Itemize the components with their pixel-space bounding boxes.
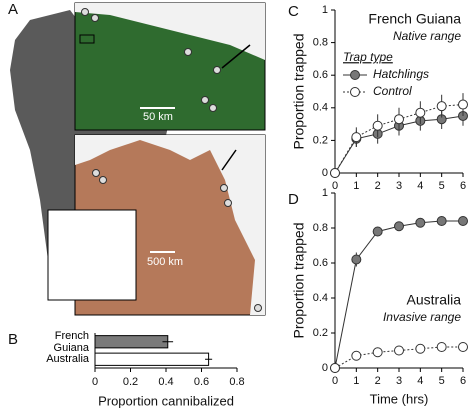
point [415,107,426,118]
sites [81,8,262,312]
inset-locator [47,209,137,301]
scale-label: 50 km [143,111,173,123]
site [81,8,89,16]
site [184,48,192,56]
point [330,363,340,373]
legend-title: Trap type [343,50,393,64]
arrow [221,149,237,171]
panel-label: A [8,1,18,18]
site [91,14,99,22]
y-tick-label: 0.2 [313,134,328,146]
point [436,101,447,112]
x-tick-label: 3 [396,375,402,387]
bar [94,335,169,349]
point [372,347,383,358]
ocean [75,135,265,315]
x-tick-label: 1 [353,375,359,387]
panel-label: D [288,191,299,208]
y-tick-label: 0 [322,362,328,374]
y-tick-label: 1 [322,187,328,199]
arrow [221,44,251,69]
point [351,254,362,265]
x-tick-label: 6 [460,180,466,192]
chart-title: Australia [407,292,462,308]
point [394,114,404,125]
y-axis-label: Proportion trapped [291,34,307,150]
y-tick-label: 0.4 [313,102,328,114]
x-tick-label: 0.8 [229,376,244,388]
point [415,217,426,228]
panel-label: B [8,331,18,348]
site [220,184,228,192]
x-tick-label: 0 [332,180,338,192]
y-tick-label: 0.2 [313,327,328,339]
point [330,168,340,178]
point [458,216,468,226]
scale-label: 500 km [147,256,183,268]
y-tick-label: 0.6 [313,69,328,81]
y-tick-label: 0.4 [313,292,328,304]
point [436,342,447,352]
y-tick-label: 0.8 [313,222,328,234]
ocean [75,3,265,60]
point [351,132,362,143]
x-tick-label: 0 [92,376,98,388]
site [99,176,107,184]
site [201,96,209,104]
x-tick-label: 3 [396,180,402,192]
bar [94,352,210,366]
point [372,226,383,237]
site [254,304,262,312]
y-tick-label: 0.6 [313,257,328,269]
point [394,345,404,356]
x-tick-label: 4 [417,375,423,387]
panel-label: C [288,3,299,20]
chart-subtitle: Invasive range [383,310,461,324]
site [209,104,217,112]
legend-marker [350,70,360,80]
point [458,99,468,110]
site [224,199,232,207]
x-tick-label: 0 [332,375,338,387]
x-axis-label: Time (hrs) [370,391,429,406]
x-tick-label: 0.2 [123,376,138,388]
legend-label: Hatchlings [373,67,429,81]
x-tick-label: 0.6 [194,376,209,388]
x-tick-label: 2 [375,180,381,192]
x-tick-label: 5 [439,180,445,192]
point [394,221,404,232]
x-tick-label: 1 [353,180,359,192]
x-axis-label: Proportion cannibalized [98,393,234,408]
point [458,342,468,352]
site [92,169,100,177]
y-axis-label: Proportion trapped [291,223,307,339]
y-tick-label: 1 [322,4,328,16]
x-tick-label: 6 [460,375,466,387]
legend-label: Control [373,84,412,98]
point [436,216,447,226]
y-tick-label: French Guiana [53,329,89,354]
y-tick-label: 0.8 [313,37,328,49]
point [372,120,383,131]
legend-marker [350,87,360,97]
site [213,66,221,74]
point [351,350,362,361]
y-tick-label: 0 [322,167,328,179]
locator-box [79,34,95,44]
chart-title: French Guiana [368,11,461,27]
x-tick-label: 4 [417,180,423,192]
x-tick-label: 0.4 [158,376,173,388]
x-tick-label: 2 [375,375,381,387]
y-tick-label: Australia [46,353,89,366]
x-tick-label: 5 [439,375,445,387]
chart-subtitle: Native range [393,29,461,43]
point [415,343,426,354]
